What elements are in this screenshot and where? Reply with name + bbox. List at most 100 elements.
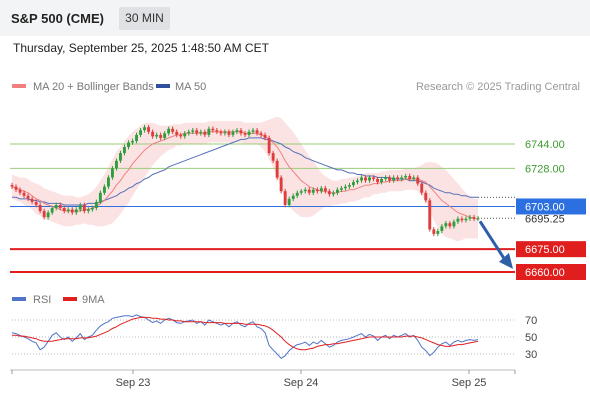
candle-body <box>388 177 392 181</box>
candle-body <box>360 177 363 181</box>
candle-body <box>323 188 327 192</box>
candle-body <box>279 177 283 192</box>
candle-body <box>251 130 255 132</box>
candle-body <box>135 134 138 141</box>
ma20-legend-label: MA 20 + Bollinger Bands <box>33 81 154 93</box>
x-tick-label-1: Sep 24 <box>284 377 319 389</box>
candle-body <box>46 212 50 218</box>
candle-body <box>311 189 315 193</box>
candle-body <box>143 127 146 131</box>
candle-body <box>127 142 130 148</box>
candle-body <box>416 177 420 184</box>
candle-body <box>54 205 58 208</box>
rsi-ma9-line <box>12 316 479 351</box>
price-layer: 6744.00 6728.00 6703.00 6675.00 6660.00 6695.… <box>10 116 586 280</box>
candle-body <box>119 153 122 161</box>
candle-body <box>432 229 436 234</box>
candle-body <box>372 177 375 179</box>
forecast-arrow-shaft <box>478 220 507 261</box>
header-bar: S&P 500 (CME) 30 MIN <box>0 0 590 36</box>
instrument-title: S&P 500 (CME) <box>11 11 104 26</box>
candle-body <box>392 177 396 181</box>
candle-body <box>364 177 367 181</box>
candle-body <box>163 133 167 138</box>
candle-body <box>199 131 203 134</box>
candle-body <box>428 200 432 230</box>
candle-body <box>139 130 142 135</box>
rsi-layer: 70 50 30 <box>11 314 537 361</box>
x-tick-label-2: Sep 25 <box>452 377 487 389</box>
rsi-line <box>11 314 479 359</box>
candle-body <box>147 127 150 132</box>
candle-body <box>331 192 335 195</box>
candle-body <box>26 195 30 199</box>
candle-body <box>155 134 159 137</box>
candle-body <box>187 131 191 134</box>
candle-body <box>259 133 263 135</box>
candle-body <box>452 221 456 227</box>
candle-body <box>58 205 62 208</box>
candle-body <box>159 134 163 138</box>
candle-body <box>472 217 476 219</box>
candle-body <box>90 208 94 210</box>
x-tick-label-0: Sep 23 <box>116 377 151 389</box>
candle-body <box>183 133 187 137</box>
candle-body <box>267 137 271 154</box>
candle-body <box>271 153 275 161</box>
candle-body <box>327 191 331 195</box>
candle-body <box>223 131 227 134</box>
candle-body <box>22 192 26 196</box>
level-tag-4 <box>516 264 586 280</box>
level-label-2: 6703.00 <box>525 201 565 213</box>
candle-body <box>263 134 267 138</box>
level-label-3: 6675.00 <box>525 244 565 256</box>
candle-body <box>283 191 287 205</box>
ma20-legend-swatch <box>12 84 26 88</box>
candle-body <box>219 131 223 134</box>
rsi-legend-label: RSI <box>33 294 51 306</box>
candle-body <box>307 189 311 193</box>
candle-body <box>287 198 291 205</box>
candle-body <box>107 177 110 187</box>
candle-body <box>303 189 307 192</box>
candle-body <box>215 130 219 132</box>
timeframe-badge[interactable]: 30 MIN <box>119 7 170 30</box>
candle-body <box>42 211 46 218</box>
ma9-legend-label: 9MA <box>82 294 105 306</box>
candle-body <box>111 168 114 178</box>
candle-body <box>74 209 78 213</box>
ma50-legend-swatch <box>156 84 170 88</box>
candle-body <box>436 230 440 234</box>
candle-body <box>396 177 400 179</box>
candle-body <box>62 208 66 211</box>
candle-body <box>131 141 134 143</box>
candle-body <box>408 176 412 179</box>
candle-body <box>464 218 468 221</box>
candle-body <box>70 209 74 213</box>
candle-body <box>239 130 243 134</box>
candle-body <box>167 128 171 134</box>
candle-body <box>400 177 404 179</box>
candle-body <box>315 189 319 192</box>
last-price-label: 6695.25 <box>525 213 565 225</box>
candle-body <box>384 177 388 179</box>
candle-body <box>352 182 355 186</box>
rsi-tick-label-1: 50 <box>525 332 537 344</box>
candle-body <box>227 131 231 135</box>
rsi-legend-swatch <box>12 297 26 301</box>
candle-body <box>295 192 299 196</box>
candle-body <box>14 186 18 190</box>
candle-body <box>275 160 279 178</box>
ma50-legend-label: MA 50 <box>175 81 206 93</box>
candle-body <box>348 185 351 187</box>
copyright-text: Research © 2025 Trading Central <box>416 81 580 93</box>
candle-body <box>86 209 90 211</box>
candle-body <box>456 218 460 222</box>
candle-body <box>424 192 428 201</box>
candle-body <box>299 191 303 193</box>
candle-body <box>30 198 34 202</box>
candle-body <box>412 177 416 179</box>
candle-body <box>191 130 195 132</box>
candle-body <box>78 205 82 210</box>
level-tag-2 <box>516 198 586 215</box>
